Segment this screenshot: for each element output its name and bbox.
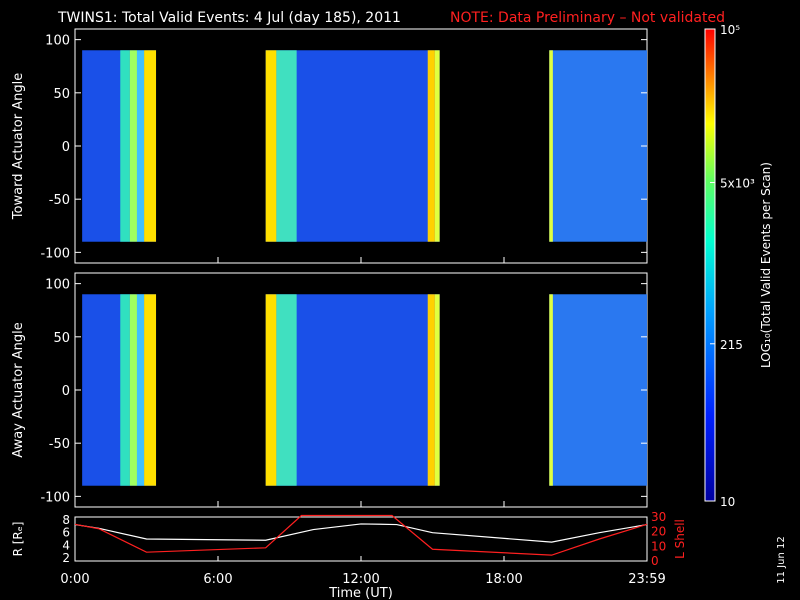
heatmap-band-toward-2-3 <box>427 50 435 242</box>
ytick-label: -50 <box>49 193 70 208</box>
panel-toward: 100 50 0 -50 -100 Toward Actuator Angle <box>11 28 648 264</box>
heatmap-block-toward-3 <box>549 50 647 242</box>
heatmap-band-away-2-1 <box>265 294 277 486</box>
ytick-label: 50 <box>53 87 70 102</box>
ytick-label: 100 <box>45 34 70 49</box>
panel-toward-ylabel: Toward Actuator Angle <box>11 73 26 220</box>
heatmap-band-away-1-1 <box>120 294 130 486</box>
x-axis-label: Time (UT) <box>328 586 393 600</box>
xtick-label: 18:00 <box>485 572 522 587</box>
panel-orbit-ylabel-left: R [Rₑ] <box>11 522 25 557</box>
ytick-label: 0 <box>62 384 70 399</box>
colorbar-tick-label: 10 <box>720 495 735 509</box>
panel-away-ylabel: Away Actuator Angle <box>11 322 26 457</box>
ytick-right-label: 30 <box>651 510 666 524</box>
ytick-label: -50 <box>49 437 70 452</box>
ytick-left-label: 4 <box>62 538 70 552</box>
heatmap-band-away-1-2 <box>129 294 137 486</box>
ytick-left-label: 2 <box>62 551 70 565</box>
panel-orbit-ylabel-right: L Shell <box>673 519 687 559</box>
panel-away: 100 50 0 -50 -100 Away Actuator Angle <box>11 272 648 508</box>
side-date: 11 Jun 12 <box>776 536 787 583</box>
ytick-label: 0 <box>62 140 70 155</box>
heatmap-band-away-1-3 <box>136 294 145 486</box>
series-lshell-line <box>74 514 648 556</box>
xtick-label: 0:00 <box>60 572 89 587</box>
heatmap-band-toward-2-1 <box>265 50 277 242</box>
heatmap-band-toward-1-3 <box>136 50 145 242</box>
heatmap-band-toward-1-2 <box>129 50 137 242</box>
colorbar: 10 215 5x10³ 10⁵ LOG₁₀(Total Valid Events p… <box>704 23 773 509</box>
ytick-label: -100 <box>40 246 70 261</box>
colorbar-tick-label: 5x10³ <box>720 177 755 191</box>
xtick-label: 23:59 <box>628 572 665 587</box>
xtick-label: 6:00 <box>203 572 232 587</box>
heatmap-band-away-2-2 <box>276 294 297 486</box>
heatmap-band-away-3-1 <box>549 294 553 486</box>
colorbar-tick-label: 10⁵ <box>720 23 740 37</box>
series-r-line <box>74 523 648 543</box>
colorbar-gradient <box>704 28 716 502</box>
heatmap-band-toward-1-4 <box>144 50 157 242</box>
heatmap-band-toward-1-1 <box>120 50 130 242</box>
colorbar-tick-label: 215 <box>720 338 743 352</box>
ytick-right-label: 0 <box>651 554 659 568</box>
heatmap-band-away-2-3 <box>427 294 435 486</box>
heatmap-band-away-2-4 <box>434 294 440 486</box>
preliminary-note: NOTE: Data Preliminary – Not validated <box>450 10 725 26</box>
heatmap-band-away-1-4 <box>144 294 157 486</box>
xtick-label: 12:00 <box>342 572 379 587</box>
ytick-label: 100 <box>45 278 70 293</box>
ytick-left-label: 6 <box>62 526 70 540</box>
chart-title: TWINS1: Total Valid Events: 4 Jul (day 1… <box>57 10 401 26</box>
heatmap-block-away-3 <box>549 294 647 486</box>
ytick-label: -100 <box>40 490 70 505</box>
heatmap-band-toward-2-4 <box>434 50 440 242</box>
ytick-right-label: 20 <box>651 525 666 539</box>
heatmap-band-toward-2-2 <box>276 50 297 242</box>
ytick-right-label: 10 <box>651 539 666 553</box>
colorbar-title: LOG₁₀(Total Valid Events per Scan) <box>759 162 773 368</box>
heatmap-band-toward-3-1 <box>549 50 553 242</box>
ytick-left-label: 8 <box>62 513 70 527</box>
ytick-label: 50 <box>53 331 70 346</box>
